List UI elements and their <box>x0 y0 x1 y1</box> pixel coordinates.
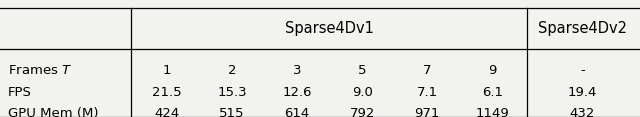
Text: Frames $T$: Frames $T$ <box>8 64 72 77</box>
Text: 12.6: 12.6 <box>282 86 312 99</box>
Text: 9: 9 <box>488 64 497 77</box>
Text: 971: 971 <box>415 107 440 117</box>
Text: 19.4: 19.4 <box>568 86 597 99</box>
Text: 2: 2 <box>228 64 236 77</box>
Text: 7: 7 <box>423 64 431 77</box>
Text: 792: 792 <box>349 107 375 117</box>
Text: 5: 5 <box>358 64 366 77</box>
Text: 7.1: 7.1 <box>417 86 438 99</box>
Text: FPS: FPS <box>8 86 31 99</box>
Text: 3: 3 <box>293 64 301 77</box>
Text: Sparse4Dv1: Sparse4Dv1 <box>285 21 374 36</box>
Text: 432: 432 <box>570 107 595 117</box>
Text: 515: 515 <box>220 107 244 117</box>
Text: 1: 1 <box>163 64 171 77</box>
Text: 6.1: 6.1 <box>482 86 503 99</box>
Text: 9.0: 9.0 <box>352 86 372 99</box>
Text: Sparse4Dv2: Sparse4Dv2 <box>538 21 627 36</box>
Text: GPU Mem (M): GPU Mem (M) <box>8 107 98 117</box>
Text: 21.5: 21.5 <box>152 86 182 99</box>
Text: 1149: 1149 <box>476 107 509 117</box>
Text: 614: 614 <box>284 107 310 117</box>
Text: 15.3: 15.3 <box>217 86 247 99</box>
Text: 424: 424 <box>154 107 180 117</box>
Text: -: - <box>580 64 585 77</box>
